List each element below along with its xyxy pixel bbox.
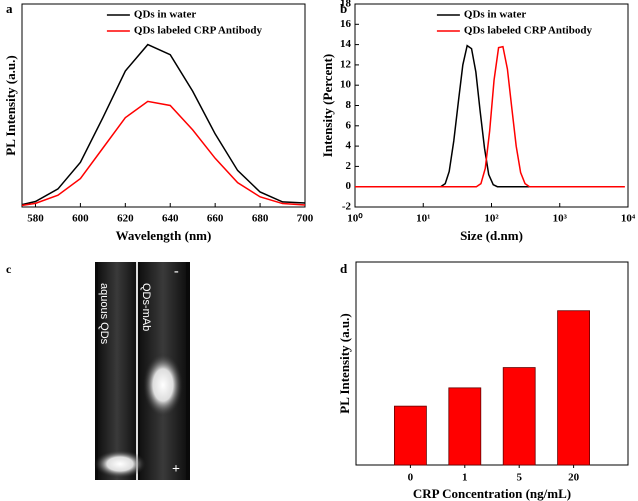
legend-label: QDs labeled CRP Antibody (134, 25, 263, 37)
glow (143, 353, 183, 417)
x-tick-label: 600 (72, 213, 89, 225)
series-line (355, 44, 533, 188)
lane-label: QDs-mAb (140, 283, 152, 331)
y-tick-label: 12 (340, 58, 352, 70)
bar (448, 387, 482, 466)
bar (502, 367, 536, 466)
y-tick-label: 8 (346, 99, 352, 111)
plus-sign: + (172, 462, 180, 477)
x-axis-title: CRP Concentration (ng/mL) (413, 486, 571, 501)
x-tick-label: 0 (408, 472, 414, 484)
bar (393, 405, 427, 466)
bar (557, 310, 590, 466)
panel-label: a (6, 1, 13, 16)
panel-label: d (340, 261, 348, 276)
legend-label: QDs labeled CRP Antibody (464, 25, 593, 37)
x-tick-label: 10³ (553, 213, 568, 225)
legend-label: QDs in water (134, 9, 196, 21)
x-tick-label: 10² (484, 213, 499, 225)
x-tick-label: 700 (297, 213, 314, 225)
x-tick-label: 10¹ (416, 213, 430, 225)
x-tick-label: 580 (27, 213, 44, 225)
y-axis-title: PL Intensity (a.u.) (337, 313, 352, 413)
plot-frame (21, 3, 306, 208)
x-tick-label: 10⁰ (347, 213, 363, 225)
series-line (355, 45, 625, 188)
x-tick-label: 640 (162, 213, 179, 225)
x-tick-label: 680 (252, 213, 269, 225)
y-tick-label: 10 (340, 79, 352, 91)
x-tick-label: 620 (117, 213, 134, 225)
y-tick-label: 6 (346, 119, 352, 131)
x-tick-label: 660 (207, 213, 224, 225)
x-tick-label: 1 (462, 472, 468, 484)
series-line (21, 100, 306, 207)
y-tick-label: 2 (346, 160, 352, 172)
y-tick-label: 18 (340, 0, 352, 10)
glow (94, 450, 146, 478)
x-tick-label: 5 (516, 472, 522, 484)
lane-label: aquous QDs (98, 283, 110, 345)
minus-sign: - (174, 264, 179, 279)
y-tick-label: 4 (346, 140, 352, 152)
y-axis-title: PL Intensity (a.u.) (3, 55, 18, 155)
x-axis-title: Size (d.nm) (460, 228, 523, 243)
lane (98, 262, 136, 480)
x-tick-label: 10⁴ (621, 213, 636, 225)
x-tick-label: 20 (568, 472, 580, 484)
image-panel: c aquous QDs QDs-mAb - + (6, 262, 190, 480)
legend-label: QDs in water (464, 9, 526, 21)
y-tick-label: 16 (340, 18, 352, 30)
series-line (21, 43, 306, 206)
y-tick-label: -2 (342, 201, 352, 213)
panel-label: c (6, 262, 12, 276)
plot-frame (355, 261, 629, 466)
y-tick-label: 0 (346, 180, 352, 192)
x-axis-title: Wavelength (nm) (116, 228, 212, 243)
y-tick-label: 14 (340, 38, 352, 50)
panel-label: b (340, 1, 347, 16)
y-axis-title: Intensity (Percent) (320, 54, 335, 157)
